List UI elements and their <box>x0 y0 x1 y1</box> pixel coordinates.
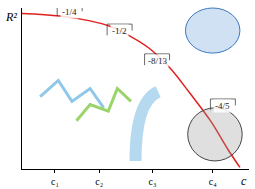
svg-text:-1/4: -1/4 <box>62 7 77 17</box>
svg-text:c₃: c₃ <box>149 176 157 187</box>
svg-text:c: c <box>241 174 247 188</box>
svg-text:c₄: c₄ <box>209 176 217 187</box>
svg-text:R²: R² <box>5 10 17 24</box>
svg-text:-8/13: -8/13 <box>148 56 167 66</box>
svg-text:c₁: c₁ <box>51 176 59 187</box>
svg-text:-4/5: -4/5 <box>215 101 230 111</box>
svg-text:c₂: c₂ <box>95 176 103 187</box>
svg-text:-1/2: -1/2 <box>112 26 127 36</box>
